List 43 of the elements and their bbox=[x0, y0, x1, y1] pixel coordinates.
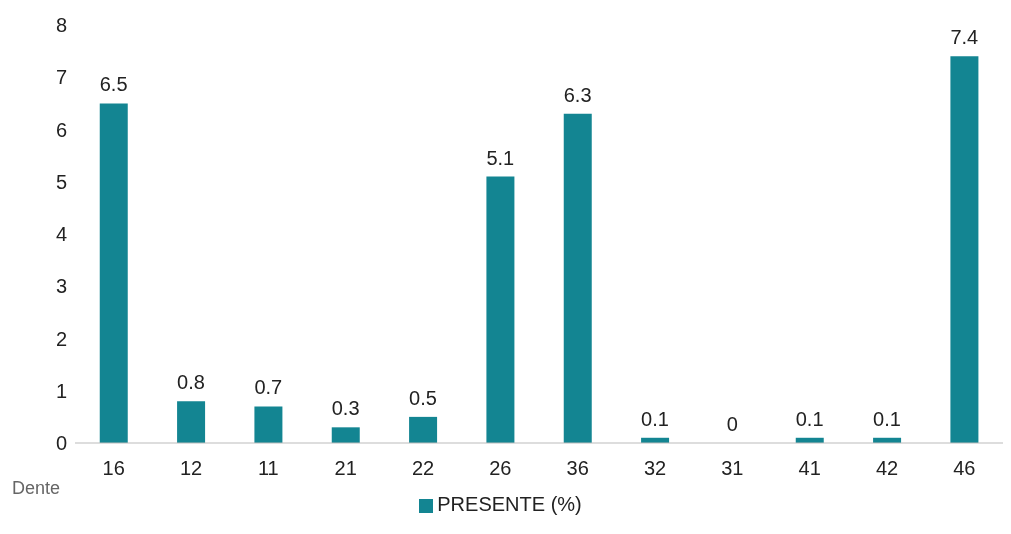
data-label: 0.1 bbox=[641, 407, 669, 430]
x-tick-label: 42 bbox=[875, 457, 899, 480]
data-label: 0.1 bbox=[795, 407, 824, 430]
x-tick-label: 41 bbox=[798, 457, 821, 480]
data-label: 6.5 bbox=[99, 73, 128, 96]
bar bbox=[486, 176, 515, 443]
x-tick-label: 12 bbox=[179, 457, 203, 480]
x-tick-label: 31 bbox=[721, 457, 744, 480]
bar bbox=[409, 416, 438, 443]
bar bbox=[99, 103, 128, 443]
x-tick-label: 11 bbox=[257, 457, 279, 480]
y-tick-label: 8 bbox=[55, 14, 67, 37]
bar bbox=[563, 113, 592, 443]
y-tick-label: 4 bbox=[55, 223, 67, 246]
data-label: 6.3 bbox=[563, 83, 592, 106]
y-tick-label: 2 bbox=[55, 327, 67, 350]
x-tick-label: 46 bbox=[953, 457, 976, 480]
legend-label: PRESENTE (%) bbox=[437, 493, 582, 515]
x-tick-label: 36 bbox=[566, 457, 589, 480]
y-tick-label: 1 bbox=[55, 379, 67, 402]
y-tick-label: 7 bbox=[55, 66, 67, 89]
y-tick-label: 3 bbox=[55, 275, 67, 298]
data-label: 5.1 bbox=[486, 146, 515, 169]
data-label: 0.1 bbox=[873, 407, 901, 430]
x-axis-title: Dente bbox=[12, 478, 61, 499]
x-tick-label: 26 bbox=[489, 457, 512, 480]
x-tick-label: 32 bbox=[643, 457, 667, 480]
data-label: 0.5 bbox=[409, 386, 437, 409]
data-label: 0.7 bbox=[254, 376, 283, 399]
bar bbox=[254, 406, 283, 443]
x-tick-label: 22 bbox=[411, 457, 435, 480]
bar bbox=[177, 401, 206, 443]
data-label: 7.4 bbox=[950, 26, 979, 49]
y-tick-label: 0 bbox=[55, 432, 67, 455]
bar bbox=[331, 427, 360, 443]
data-label: 0.3 bbox=[331, 397, 360, 420]
y-tick-label: 5 bbox=[55, 170, 67, 193]
x-tick-label: 21 bbox=[334, 457, 357, 480]
data-label: 0.8 bbox=[177, 371, 205, 394]
data-label: 0 bbox=[726, 413, 738, 435]
y-tick-label: 6 bbox=[55, 118, 67, 141]
bar bbox=[950, 56, 979, 443]
x-tick-label: 16 bbox=[102, 457, 125, 480]
